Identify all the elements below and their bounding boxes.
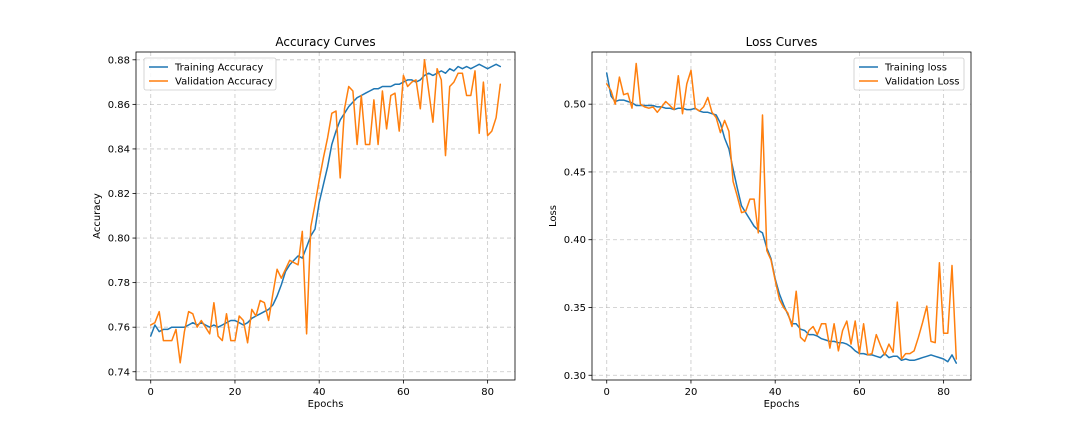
accuracy-series-line-validation [149, 59, 502, 364]
loss-series-line-training [605, 72, 958, 364]
loss-x-tick-label: 20 [685, 387, 698, 398]
loss-legend: Training loss Validation Loss [853, 57, 965, 91]
loss-series [605, 62, 958, 364]
loss-x-tick-label: 0 [604, 387, 610, 398]
loss-y-tick-label: 0.30 [564, 371, 586, 382]
accuracy-x-tick-label: 80 [481, 387, 494, 398]
accuracy-y-tick-label: 0.74 [108, 367, 130, 378]
accuracy-y-tick-label: 0.78 [108, 278, 130, 289]
loss-y-tick-label: 0.35 [564, 303, 586, 314]
accuracy-ticks: 0 20 40 60 80 0.74 0.76 0.78 0.80 0.82 0.84 0.86 0.8… [108, 55, 494, 398]
accuracy-axes-frame [135, 51, 516, 381]
accuracy-y-tick-label: 0.86 [108, 100, 130, 111]
accuracy-y-axis-label: Accuracy [92, 193, 103, 239]
accuracy-legend-label: Validation Accuracy [175, 77, 273, 88]
loss-x-axis-label: Epochs [764, 399, 800, 410]
loss-grid [592, 52, 971, 380]
accuracy-series-line-training [149, 63, 502, 337]
loss-chart-title: Loss Curves [746, 35, 818, 49]
loss-legend-label: Training loss [884, 63, 947, 74]
loss-chart: 0 20 40 60 80 0.30 0.35 0.40 0.45 0.50 Loss Curve… [548, 35, 972, 410]
loss-ticks: 0 20 40 60 80 0.30 0.35 0.40 0.45 0.50 [564, 100, 950, 398]
accuracy-x-tick-label: 0 [148, 387, 154, 398]
accuracy-series [149, 59, 502, 364]
loss-x-tick-label: 60 [853, 387, 866, 398]
accuracy-x-tick-label: 20 [229, 387, 242, 398]
accuracy-y-tick-label: 0.88 [108, 55, 130, 66]
accuracy-y-tick-label: 0.80 [108, 234, 130, 245]
accuracy-y-tick-label: 0.76 [108, 323, 130, 334]
accuracy-chart-title: Accuracy Curves [275, 35, 375, 49]
loss-series-line-validation [605, 62, 958, 360]
loss-y-tick-label: 0.45 [564, 167, 586, 178]
accuracy-legend: Training Accuracy Validation Accuracy [143, 57, 277, 91]
accuracy-y-tick-label: 0.82 [108, 189, 130, 200]
accuracy-plot-area [136, 52, 515, 380]
loss-plot-area [592, 52, 971, 380]
accuracy-x-axis-label: Epochs [308, 399, 344, 410]
accuracy-x-tick-label: 60 [397, 387, 410, 398]
accuracy-y-tick-label: 0.84 [108, 144, 130, 155]
accuracy-chart: 0 20 40 60 80 0.74 0.76 0.78 0.80 0.82 0.84 0.86 0.8… [92, 35, 516, 410]
loss-y-tick-label: 0.40 [564, 235, 586, 246]
accuracy-legend-box [143, 57, 277, 91]
loss-legend-label: Validation Loss [885, 77, 960, 88]
loss-x-tick-label: 80 [937, 387, 950, 398]
loss-axes-frame [591, 51, 972, 381]
loss-y-tick-label: 0.50 [564, 100, 586, 111]
loss-y-axis-label: Loss [548, 205, 559, 227]
loss-legend-box [853, 57, 965, 91]
accuracy-legend-label: Training Accuracy [174, 63, 263, 74]
loss-x-tick-label: 40 [769, 387, 782, 398]
accuracy-x-tick-label: 40 [313, 387, 326, 398]
